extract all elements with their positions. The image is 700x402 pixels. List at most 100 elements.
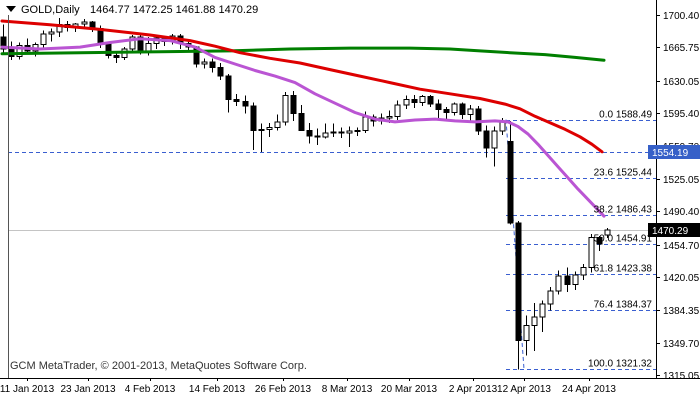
candle-body-59 [475, 108, 482, 132]
candle-body-14 [113, 55, 120, 58]
candle-body-60 [483, 130, 490, 149]
candle-body-33 [266, 127, 273, 130]
candle-38 [306, 122, 313, 144]
candle-body-48 [386, 115, 393, 119]
candle-body-65 [523, 325, 530, 341]
x-tick-label-20-Mar-2013: 20 Mar 2013 [381, 384, 438, 395]
fib-level-label-76.4: 76.4 1384.37 [594, 300, 653, 311]
y-tick-label-1665.75: 1665.75 [663, 43, 700, 54]
candle-74 [596, 235, 603, 251]
candle-body-37 [298, 113, 305, 131]
candle-body-72 [580, 267, 587, 276]
copyright-text: GCM MetaTrader, © 2001-2013, MetaQuotes … [10, 360, 307, 372]
bid-price-box: 1470.29 [648, 223, 700, 237]
candle-66 [531, 303, 538, 351]
candle-64 [515, 220, 522, 370]
candle-body-29 [233, 99, 240, 102]
x-tick-label-24-Apr-2013: 24 Apr 2013 [562, 384, 616, 395]
candle-58 [467, 105, 474, 123]
candle-41 [330, 123, 337, 137]
slow-ma-red [0, 19, 604, 154]
y-tick-label-1700.40: 1700.40 [663, 11, 700, 22]
candle-26 [209, 58, 216, 73]
candle-44 [354, 127, 361, 136]
candle-body-10 [81, 21, 88, 25]
y-tick-label-1454.70: 1454.70 [663, 241, 700, 252]
bid-price-box-bg [648, 223, 700, 237]
fast-ma-purple [0, 37, 606, 218]
y-tick-label-1630.05: 1630.05 [663, 77, 700, 88]
candle-19 [153, 35, 160, 49]
candle-body-35 [282, 95, 289, 123]
candle-body-52 [419, 96, 426, 103]
candle-33 [266, 122, 273, 137]
candle-body-67 [539, 303, 546, 318]
candle-49 [394, 100, 401, 120]
symbol-dropdown-icon[interactable] [6, 6, 16, 12]
candle-50 [403, 95, 410, 109]
y-tick-label-1315.05: 1315.05 [663, 371, 700, 382]
x-tick-label-26-Feb-2013: 26 Feb 2013 [255, 384, 312, 395]
symbol-period-label: GOLD,Daily [21, 4, 80, 16]
chart-header: GOLD,Daily 1464.77 1472.25 1461.88 1470.… [6, 4, 258, 16]
candle-54 [435, 99, 442, 120]
candle-body-38 [306, 129, 313, 137]
candle-body-75 [604, 229, 611, 236]
candle-body-73 [588, 237, 595, 269]
candle-body-34 [274, 121, 281, 129]
candle-52 [419, 94, 426, 106]
candle-body-27 [217, 67, 224, 77]
x-tick-label-12-Apr-2013: 12 Apr 2013 [497, 384, 551, 395]
candle-body-53 [427, 96, 434, 105]
hline-price-box-label: 1554.19 [652, 148, 689, 159]
candle-body-54 [435, 103, 442, 111]
candle-30 [242, 95, 249, 114]
candle-body-43 [346, 130, 353, 134]
candle-body-70 [564, 275, 571, 285]
candle-body-45 [362, 116, 369, 131]
hline-price-box: 1554.19 [648, 145, 700, 159]
candle-body-57 [459, 103, 466, 115]
candle-body-51 [411, 99, 418, 103]
fib-level-label-23.6: 23.6 1525.44 [594, 168, 653, 179]
candle-28 [225, 74, 232, 113]
y-tick-label-1384.35: 1384.35 [663, 306, 700, 317]
candle-43 [346, 126, 353, 148]
candle-body-63 [507, 141, 514, 224]
ohlc-quote: 1464.77 1472.25 1461.88 1470.29 [90, 4, 258, 16]
candle-31 [250, 102, 257, 150]
candle-body-66 [531, 316, 538, 327]
y-tick-label-1420.05: 1420.05 [663, 273, 700, 284]
candle-55 [443, 106, 450, 120]
fib-level-label-0.0: 0.0 1588.49 [599, 110, 652, 121]
candle-body-56 [451, 103, 458, 113]
candle-71 [572, 271, 579, 290]
candle-1 [8, 41, 15, 61]
candle-body-30 [242, 100, 249, 107]
candle-65 [523, 315, 530, 356]
y-tick-label-1525.05: 1525.05 [663, 175, 700, 186]
y-tick-label-1349.70: 1349.70 [663, 339, 700, 350]
candle-body-55 [443, 109, 450, 113]
candle-39 [314, 128, 321, 146]
fib-level-label-100.0: 100.0 1321.32 [588, 359, 652, 370]
candle-body-42 [338, 131, 345, 134]
candle-body-36 [290, 95, 297, 114]
candle-body-61 [491, 130, 498, 149]
candle-70 [564, 267, 571, 292]
candle-body-71 [572, 274, 579, 285]
candle-75 [604, 228, 611, 238]
candle-56 [451, 102, 458, 116]
candle-63 [507, 120, 514, 225]
candle-67 [539, 300, 546, 333]
ma-200-green [0, 46, 606, 62]
x-tick-label-11-Jan-2013: 11 Jan 2013 [0, 384, 55, 395]
candle-body-26 [209, 61, 216, 69]
candle-body-68 [547, 290, 554, 305]
candle-5 [40, 30, 47, 49]
candle-body-50 [403, 99, 410, 106]
candle-body-40 [322, 132, 329, 138]
candle-body-39 [314, 135, 321, 138]
